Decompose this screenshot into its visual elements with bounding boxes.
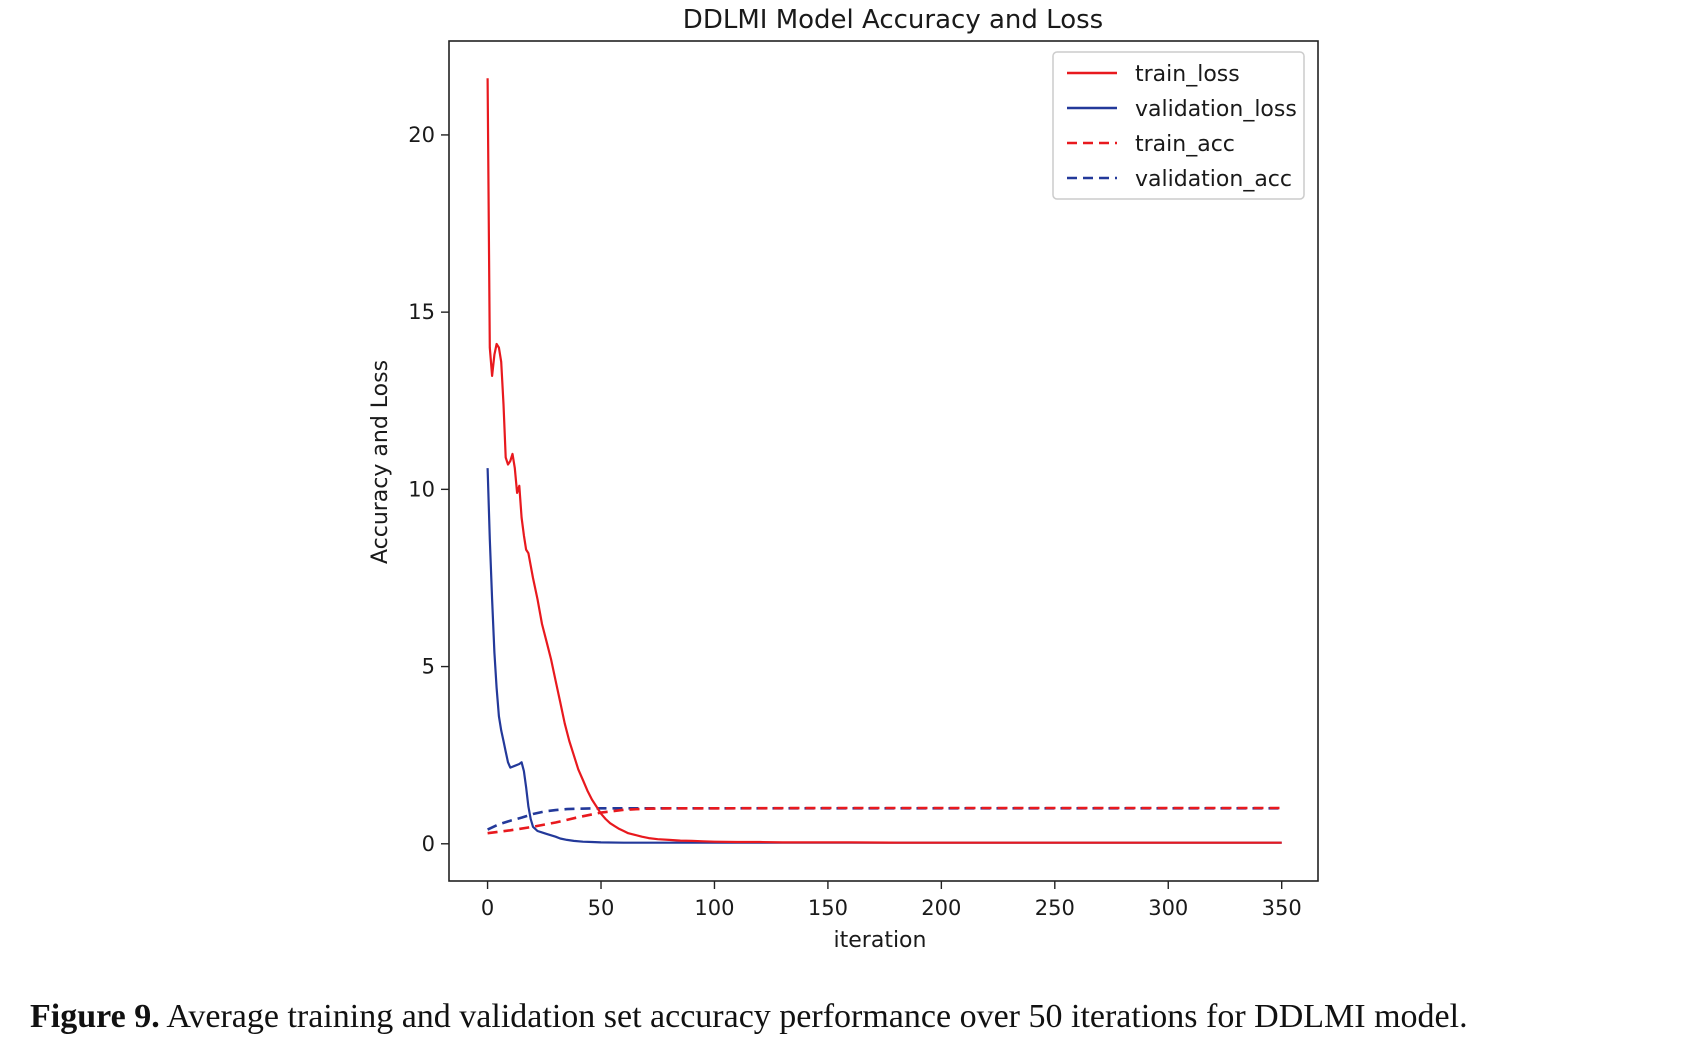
x-tick-label: 50 bbox=[588, 896, 615, 920]
x-tick-label: 0 bbox=[481, 896, 494, 920]
y-axis-label: Accuracy and Loss bbox=[368, 360, 393, 564]
y-tick-label: 5 bbox=[422, 655, 435, 679]
legend-box bbox=[1052, 51, 1305, 200]
x-tick-label: 200 bbox=[921, 896, 961, 920]
x-axis: 0 50 100 150 200 250 300 350 bbox=[481, 881, 1302, 920]
y-tick-label: 10 bbox=[408, 477, 435, 501]
series-line-validation-acc bbox=[487, 806, 1282, 831]
x-tick-label: 150 bbox=[808, 896, 848, 920]
series-layer bbox=[486, 78, 1282, 844]
legend-label: train_acc bbox=[1135, 132, 1235, 157]
plot-frame bbox=[448, 40, 1319, 882]
y-axis: 0 5 10 15 20 bbox=[408, 123, 449, 856]
y-tick-label: 0 bbox=[422, 832, 435, 856]
x-tick-label: 300 bbox=[1148, 896, 1188, 920]
series-line-train-loss bbox=[486, 78, 1282, 844]
legend-label: validation_loss bbox=[1135, 97, 1297, 122]
x-tick-label: 350 bbox=[1262, 896, 1302, 920]
x-tick-label: 100 bbox=[694, 896, 734, 920]
figure-caption: Figure 9. Average training and validatio… bbox=[30, 998, 1670, 1036]
series-line-validation-loss bbox=[486, 468, 1282, 844]
legend: train_loss validation_loss train_accvalida… bbox=[1052, 51, 1305, 200]
x-tick-label: 250 bbox=[1035, 896, 1075, 920]
y-tick-label: 15 bbox=[408, 300, 435, 324]
legend-label: train_loss bbox=[1135, 62, 1240, 87]
caption-label: Figure 9. bbox=[30, 998, 160, 1035]
caption-text: Average training and validation set accu… bbox=[159, 998, 1468, 1035]
x-axis-label: iteration bbox=[834, 928, 927, 953]
chart-title: DDLMI Model Accuracy and Loss bbox=[683, 5, 1103, 35]
legend-label: validation_acc bbox=[1135, 167, 1292, 192]
y-tick-label: 20 bbox=[408, 123, 435, 147]
series-line-train-acc bbox=[487, 806, 1282, 835]
